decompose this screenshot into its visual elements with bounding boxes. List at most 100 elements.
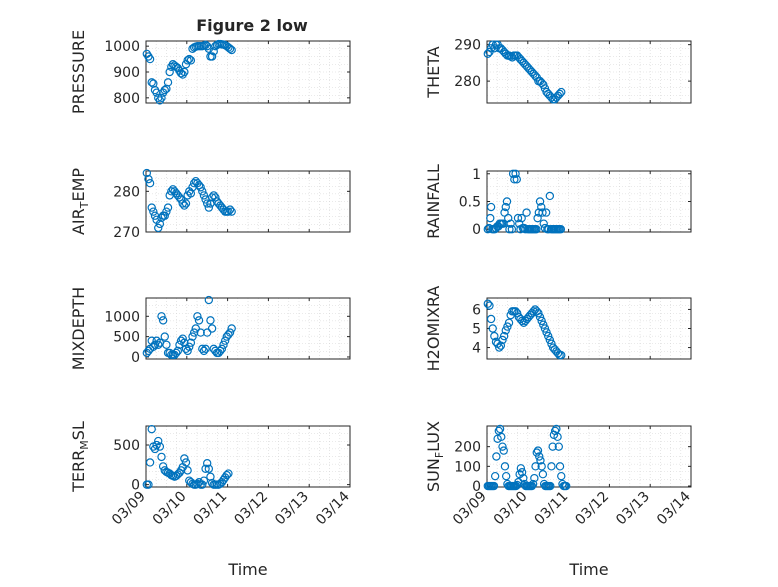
data-point: [202, 199, 212, 208]
x-tick-label: 03/12: [572, 489, 612, 529]
series-air_temp: [142, 168, 236, 233]
y-tick-label: 280: [113, 184, 140, 200]
data-point: [503, 322, 512, 331]
data-point: [165, 67, 174, 77]
subplot-h2omixra: 4 5 6 H2OMIXRA: [424, 286, 692, 371]
data-point: [181, 458, 191, 467]
data-point: [158, 316, 168, 325]
data-point: [548, 442, 557, 451]
data-point: [154, 436, 163, 446]
data-point: [201, 464, 210, 473]
y-tick-label: 500: [113, 330, 140, 346]
axes-box: [145, 297, 351, 360]
data-point: [191, 324, 200, 333]
data-point: [556, 225, 566, 234]
data-point: [199, 476, 209, 485]
data-point: [496, 341, 506, 350]
data-point: [538, 208, 547, 217]
data-point: [209, 47, 218, 56]
data-point: [180, 201, 189, 210]
data-point: [485, 301, 494, 310]
y-tick-label: 100: [454, 459, 481, 475]
data-point: [186, 56, 196, 65]
subplot-air_temp: 270 280 AIRTEMP: [69, 168, 351, 241]
data-point: [555, 89, 564, 99]
data-point: [196, 328, 205, 337]
y-tick-label: 4: [472, 341, 481, 357]
data-point: [142, 168, 152, 178]
subplot-sun_flux: 0 100 200 03/09 03/10 03/11 03/12 03/13 03/14 Tim…: [424, 421, 694, 579]
x-tick-label: 03/12: [231, 489, 271, 529]
y-tick-label: 0: [472, 222, 481, 238]
data-point: [533, 446, 543, 455]
data-point: [552, 424, 561, 434]
data-point: [537, 202, 546, 212]
data-point: [188, 332, 197, 341]
data-point: [163, 78, 173, 87]
x-tick-label: 03/14: [654, 488, 694, 528]
data-point: [189, 178, 199, 188]
data-point: [561, 481, 571, 491]
data-point: [504, 318, 514, 327]
data-point: [225, 205, 235, 214]
minor-grid: [487, 298, 691, 359]
data-point: [147, 424, 156, 434]
data-point: [167, 187, 176, 196]
subplot-mixdepth: 0 500 1000 MIXDEPTH: [69, 287, 351, 370]
data-point: [202, 328, 212, 337]
data-point: [204, 295, 214, 305]
data-point: [483, 299, 493, 308]
data-point: [516, 464, 526, 473]
data-point: [507, 225, 517, 234]
data-point: [204, 464, 214, 473]
data-point: [513, 213, 523, 223]
y-axis-label: SUNFLUX: [424, 421, 446, 492]
data-point: [150, 444, 160, 454]
y-tick-label: 280: [454, 74, 481, 90]
data-point: [553, 432, 562, 442]
data-point: [554, 442, 564, 451]
data-point: [535, 197, 545, 206]
y-tick-label: 0: [131, 350, 140, 366]
data-point: [199, 346, 209, 356]
x-axis-label: Time: [227, 560, 267, 579]
minor-grid: [487, 41, 691, 103]
data-point: [171, 348, 181, 358]
data-point: [178, 334, 187, 343]
data-point: [490, 331, 499, 341]
data-point: [537, 316, 546, 326]
y-tick-label: 290: [454, 38, 481, 54]
data-point: [207, 193, 217, 202]
y-axis-label: PRESSURE: [69, 30, 88, 114]
data-point: [504, 213, 513, 223]
data-point: [181, 199, 191, 208]
data-point: [495, 343, 504, 352]
x-tick-label: 03/10: [150, 489, 190, 529]
subplot-theta: 280 290 THETA: [424, 38, 692, 104]
y-axis-label: TERRMSL: [69, 421, 91, 493]
data-point: [537, 462, 546, 471]
data-point: [183, 56, 192, 65]
y-tick-label: 0: [131, 478, 140, 494]
series-mixdepth: [142, 295, 236, 360]
series-sun_flux: [483, 424, 571, 491]
data-point: [533, 213, 542, 223]
data-point: [219, 340, 228, 349]
data-point: [204, 203, 214, 212]
y-tick-label: 5: [472, 322, 481, 338]
data-point: [492, 452, 501, 461]
data-point: [144, 480, 153, 489]
data-point: [511, 169, 520, 178]
data-point: [198, 480, 207, 489]
data-point: [225, 328, 235, 337]
data-point: [498, 335, 507, 345]
data-point: [199, 191, 209, 200]
data-point: [157, 93, 166, 103]
data-point: [557, 471, 566, 481]
data-point: [499, 446, 508, 455]
data-point: [488, 324, 497, 333]
y-tick-label: 1000: [104, 309, 140, 325]
data-point: [154, 340, 163, 349]
data-point: [501, 326, 510, 335]
